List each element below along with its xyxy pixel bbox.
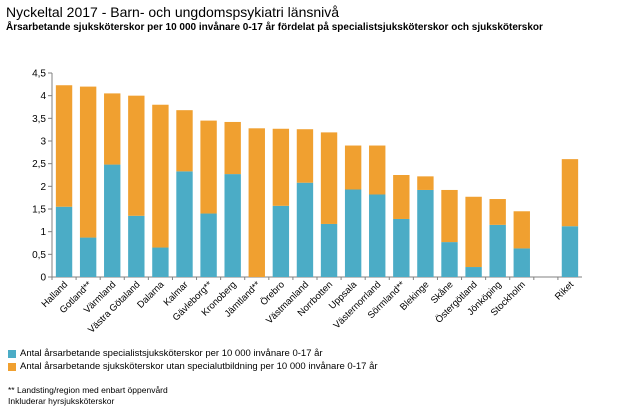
bar-specialist (224, 174, 241, 277)
bar-other (296, 129, 314, 183)
bar-specialist (489, 224, 506, 277)
bar-other (561, 159, 579, 227)
bar-specialist (296, 182, 314, 277)
bar-other (465, 196, 482, 268)
legend-swatch-other (8, 362, 16, 371)
y-tick-label: 2,5 (32, 159, 46, 170)
y-tick-label: 4,5 (32, 69, 46, 80)
y-tick-label: 0 (40, 273, 46, 284)
y-tick-label: 0,5 (32, 250, 46, 261)
stacked-bar-chart: 00,511,522,533,544,5HallandGotland**Värm… (32, 69, 582, 336)
bar-specialist (344, 189, 362, 277)
y-tick-label: 2 (40, 182, 46, 193)
y-tick-label: 1 (40, 227, 46, 238)
bar-other (176, 110, 193, 172)
chart-title: Nyckeltal 2017 - Barn- och ungdomspsykia… (6, 4, 340, 20)
bar-specialist (513, 248, 530, 277)
bar-specialist (465, 267, 482, 277)
bar-other (248, 128, 265, 277)
bar-other (344, 145, 362, 190)
legend-item-other: Antal årsarbetande sjuksköterskor utan s… (8, 360, 378, 373)
bar-other (104, 93, 121, 165)
chart-subtitle: Årsarbetande sjuksköterskor per 10 000 i… (6, 22, 543, 33)
legend-swatch-specialist (8, 349, 16, 358)
chart-legend: Antal årsarbetande specialistsjuksköters… (8, 347, 378, 373)
bar-other (272, 128, 290, 206)
legend-item-specialist: Antal årsarbetande specialistsjuksköters… (8, 347, 378, 360)
bar-specialist (320, 223, 338, 277)
y-tick-label: 1,5 (32, 205, 46, 216)
bar-other (224, 121, 241, 175)
bar-specialist (272, 205, 290, 277)
bar-other (369, 145, 386, 195)
x-tick-label: Dalarna (135, 279, 167, 311)
bar-specialist (393, 218, 410, 277)
bar-specialist (79, 237, 97, 277)
bar-other (489, 199, 506, 225)
y-tick-label: 3,5 (32, 114, 46, 125)
bar-specialist (200, 213, 217, 277)
bar-other (393, 175, 410, 219)
y-tick-label: 4 (40, 91, 46, 102)
bar-other (55, 85, 73, 207)
bar-specialist (561, 226, 579, 277)
bar-specialist (104, 164, 121, 277)
x-tick-label: Riket (553, 279, 576, 302)
bar-other (513, 211, 530, 249)
bar-other (128, 95, 145, 216)
bar-specialist (369, 194, 386, 277)
bar-specialist (441, 242, 458, 277)
bar-specialist (128, 215, 145, 277)
bar-specialist (417, 189, 434, 277)
bar-other (152, 104, 169, 248)
bar-other (417, 176, 434, 190)
footnote-open-care: ** Landsting/region med enbart öppenvård (8, 385, 168, 395)
legend-label-specialist: Antal årsarbetande specialistsjuksköters… (20, 348, 323, 359)
bar-other (200, 120, 217, 214)
bar-specialist (176, 171, 193, 277)
bar-other (79, 86, 97, 238)
bar-specialist (55, 206, 73, 277)
bar-specialist (152, 247, 169, 277)
footnote-hired-nurses: Inkluderar hyrsjuksköterskor (8, 396, 115, 406)
bar-other (320, 132, 338, 224)
y-tick-label: 3 (40, 137, 46, 148)
legend-label-other: Antal årsarbetande sjuksköterskor utan s… (20, 361, 378, 372)
bar-other (441, 189, 458, 243)
